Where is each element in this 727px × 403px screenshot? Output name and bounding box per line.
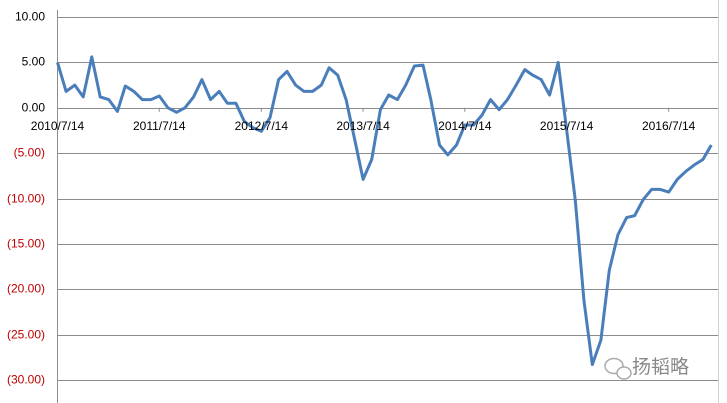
x-tick-label: 2012/7/14 — [235, 119, 289, 133]
y-tick-label: (20.00) — [7, 282, 45, 296]
x-tick-label: 2013/7/14 — [336, 119, 390, 133]
y-tick-label: (30.00) — [7, 373, 45, 387]
watermark: 扬韬略 — [632, 356, 689, 378]
y-tick-label: (10.00) — [7, 192, 45, 206]
y-tick-label: (5.00) — [14, 146, 45, 160]
y-tick-label: (25.00) — [7, 328, 45, 342]
x-tick-label: 2014/7/14 — [438, 119, 492, 133]
y-tick-label: 0.00 — [22, 101, 46, 115]
y-tick-label: 10.00 — [15, 10, 45, 24]
x-tick-label: 2010/7/14 — [31, 119, 85, 133]
watermark-icon — [604, 357, 632, 380]
y-tick-label: 5.00 — [22, 55, 46, 69]
x-tick-label: 2016/7/14 — [642, 119, 696, 133]
y-tick-label: (15.00) — [7, 237, 45, 251]
x-tick-label: 2015/7/14 — [540, 119, 594, 133]
x-tick-label: 2011/7/14 — [133, 119, 186, 133]
line — [56, 55, 713, 367]
